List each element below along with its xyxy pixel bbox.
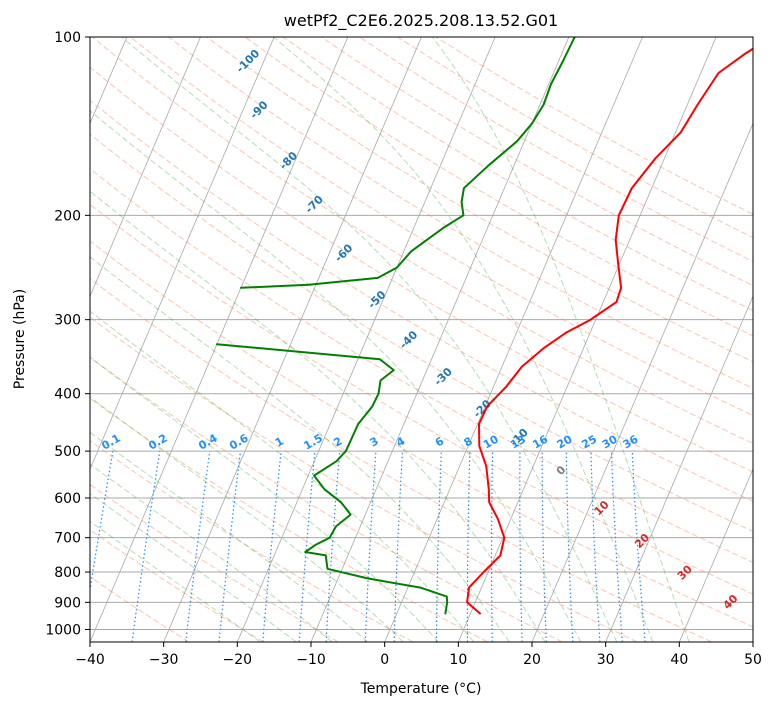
x-axis-title: Temperature (°C) — [360, 681, 482, 697]
y-tick-label: 400 — [54, 387, 81, 403]
y-tick-label: 600 — [54, 491, 81, 507]
isotherm-line — [384, 37, 643, 642]
x-tick-label: 0 — [380, 652, 389, 668]
dry-adiabat-line — [90, 240, 753, 628]
temperature-line — [466, 47, 753, 615]
isobar-grid — [90, 214, 753, 630]
moist-adiabat-line — [90, 110, 582, 642]
dry-adiabat-line — [90, 133, 753, 533]
x-tick-label: −30 — [149, 652, 179, 668]
dry-adiabat-line — [130, 37, 753, 417]
moist-adiabat-line — [90, 431, 369, 642]
isotherm-line — [163, 37, 422, 642]
y-tick-label: 700 — [54, 531, 81, 547]
isotherm-line — [678, 468, 753, 642]
moist-adiabat-line — [90, 256, 510, 642]
y-tick-label: 1000 — [45, 622, 81, 638]
y-tick-label: 900 — [54, 595, 81, 611]
dry-adiabat-line — [90, 440, 414, 642]
x-tick-label: 30 — [597, 652, 615, 668]
moist-adiabat-line — [273, 37, 654, 642]
dry-adiabat-line — [282, 37, 753, 312]
y-tick-label: 800 — [54, 565, 81, 581]
isotherm-line — [90, 37, 201, 298]
moist-adiabat-line — [90, 463, 333, 642]
dewpoint-line — [215, 343, 449, 615]
mixing-ratio-line — [262, 451, 282, 642]
y-axis-title: Pressure (hPa) — [12, 289, 28, 389]
mixing-ratio-line — [90, 450, 114, 594]
x-tick-label: −10 — [296, 652, 326, 668]
x-tick-label: 10 — [449, 652, 467, 668]
isotherm-line — [457, 37, 717, 642]
y-axis: 100 200 300 400 500 600 700 800 900 1000 — [45, 30, 90, 638]
y-tick-label: 300 — [54, 313, 81, 329]
mixing-ratio-line — [631, 451, 646, 642]
plot-frame — [89, 36, 754, 643]
isotherm-line — [531, 122, 753, 642]
x-axis: −40 −30 −20 −10 0 10 20 30 40 50 — [75, 642, 762, 668]
x-tick-label: −40 — [75, 652, 105, 668]
moist-adiabat-line — [90, 190, 546, 642]
dry-adiabat-line — [90, 397, 488, 642]
dry-adiabat-line — [90, 483, 339, 642]
mixing-ratio-line — [218, 451, 242, 642]
isotherm-line — [236, 37, 496, 642]
dry-adiabat-line — [90, 316, 638, 642]
dry-adiabat-line — [90, 576, 190, 642]
isotherm-line — [310, 37, 570, 642]
isotherm-line — [90, 37, 275, 471]
isotherm-line — [90, 37, 349, 642]
x-tick-label: 40 — [670, 652, 688, 668]
dry-adiabat-line — [90, 168, 753, 563]
moist-adiabat-line — [90, 396, 404, 642]
y-tick-label: 100 — [54, 30, 81, 46]
dry-adiabat-line — [90, 203, 753, 595]
mixing-ratio-lines — [90, 450, 646, 642]
y-tick-label: 200 — [54, 208, 81, 224]
moist-adiabat-line — [90, 356, 439, 642]
mixing-ratio-line — [185, 451, 211, 642]
sounding-series — [215, 37, 753, 615]
x-tick-label: 50 — [744, 652, 762, 668]
dewpoint-line — [240, 37, 576, 289]
isotherm-line — [605, 295, 753, 642]
moist-adiabats — [90, 37, 690, 642]
dry-adiabat-line — [90, 356, 563, 642]
y-tick-label: 500 — [54, 444, 81, 460]
dry-adiabat-line — [90, 66, 753, 473]
dry-adiabats — [90, 37, 753, 642]
moist-adiabat-line — [90, 520, 261, 642]
x-tick-label: 20 — [523, 652, 541, 668]
mixing-ratio-line — [298, 451, 316, 642]
moist-adiabat-line — [431, 37, 690, 642]
isotherm-grid — [90, 37, 753, 642]
x-tick-label: −20 — [223, 652, 253, 668]
dry-adiabat-line — [206, 37, 753, 363]
mixing-ratio-line — [131, 451, 161, 642]
chart-title: wetPf2_C2E6.2025.208.13.52.G01 — [284, 11, 558, 31]
moist-adiabat-line — [121, 37, 618, 642]
